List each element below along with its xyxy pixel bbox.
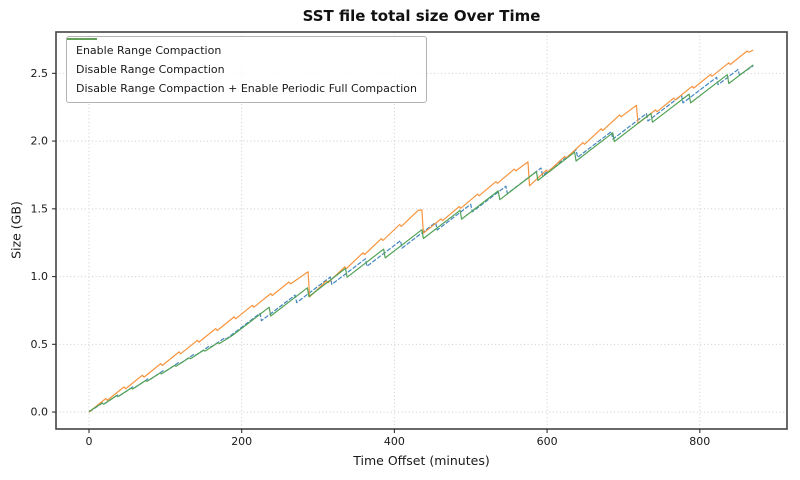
legend-label-1: Disable Range Compaction bbox=[76, 63, 225, 76]
tick-label-y-1.5: 1.5 bbox=[31, 202, 49, 215]
series-line-2 bbox=[88, 64, 754, 413]
chart-title: SST file total size Over Time bbox=[302, 7, 541, 25]
tick-label-y-0.5: 0.5 bbox=[31, 338, 49, 351]
x-axis-label: Time Offset (minutes) bbox=[353, 453, 490, 468]
legend-item-1: Disable Range Compaction bbox=[67, 38, 417, 79]
tick-label-y-0: 0.0 bbox=[31, 406, 49, 419]
series-line-0 bbox=[88, 65, 754, 413]
tick-label-x-800: 800 bbox=[689, 435, 710, 448]
y-axis-label: Size (GB) bbox=[8, 201, 24, 259]
legend-label-0: Enable Range Compaction bbox=[76, 44, 222, 57]
legend-line-swatch-2 bbox=[67, 38, 97, 40]
legend-item-0: Enable Range Compaction bbox=[67, 38, 417, 60]
legend-label-2: Disable Range Compaction + Enable Period… bbox=[76, 82, 417, 95]
tick-label-x-0: 0 bbox=[85, 435, 92, 448]
legend-item-2: Disable Range Compaction + Enable Period… bbox=[67, 38, 417, 98]
tick-label-y-1: 1.0 bbox=[31, 270, 49, 283]
tick-label-y-2: 2.0 bbox=[31, 135, 49, 148]
legend: Enable Range Compaction Disable Range Com… bbox=[66, 36, 427, 103]
plot-border bbox=[55, 31, 788, 430]
tick-label-x-200: 200 bbox=[231, 435, 252, 448]
tick-label-x-600: 600 bbox=[537, 435, 558, 448]
tick-label-y-2.5: 2.5 bbox=[31, 67, 49, 80]
tick-label-x-400: 400 bbox=[384, 435, 405, 448]
